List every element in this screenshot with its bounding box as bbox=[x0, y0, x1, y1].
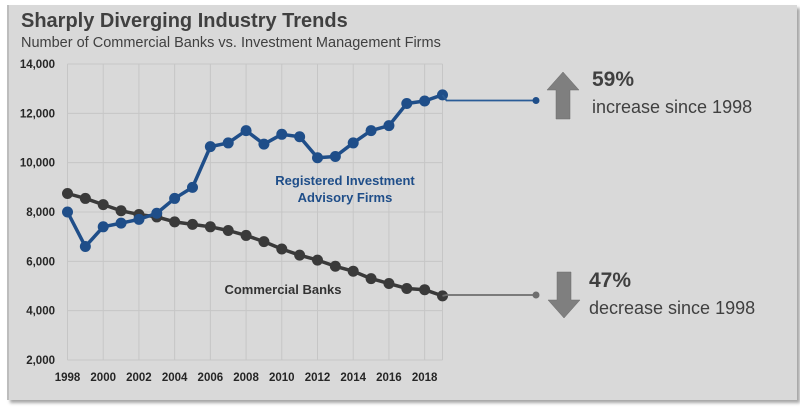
data-point bbox=[133, 213, 145, 225]
y-tick-label: 8,000 bbox=[26, 207, 55, 219]
data-point bbox=[294, 249, 306, 261]
x-tick-label: 2006 bbox=[198, 372, 224, 384]
x-tick-label: 2014 bbox=[340, 372, 366, 384]
data-point bbox=[79, 241, 91, 253]
data-point bbox=[401, 282, 413, 294]
data-point bbox=[222, 225, 234, 236]
y-axis-ticks: 2,000 4,000 6,000 8,000 10,000 12,000 14,000 bbox=[20, 59, 55, 367]
x-tick-label: 2010 bbox=[269, 372, 295, 384]
data-point bbox=[187, 218, 198, 230]
increase-percent: 59% bbox=[592, 68, 635, 91]
data-point bbox=[383, 120, 395, 132]
data-point bbox=[419, 95, 431, 107]
data-point bbox=[240, 125, 252, 137]
x-tick-label: 2012 bbox=[305, 372, 331, 384]
data-point bbox=[204, 141, 216, 153]
data-point bbox=[347, 137, 359, 149]
y-tick-label: 14,000 bbox=[20, 59, 55, 71]
series-line bbox=[65, 93, 444, 249]
data-point bbox=[258, 138, 270, 150]
data-point bbox=[169, 192, 181, 204]
x-tick-label: 2002 bbox=[126, 372, 152, 384]
data-point bbox=[276, 128, 288, 140]
data-point bbox=[294, 131, 306, 143]
series-labels: Registered Investment Advisory Firms Comme… bbox=[224, 173, 415, 297]
chart-title: Sharply Diverging Industry Trends bbox=[21, 10, 348, 32]
series-commercial-banks bbox=[62, 188, 540, 302]
data-point bbox=[62, 206, 73, 218]
increase-description: increase since 1998 bbox=[592, 97, 753, 117]
data-point bbox=[329, 151, 341, 162]
y-tick-label: 4,000 bbox=[26, 306, 55, 318]
data-point bbox=[419, 284, 431, 296]
y-tick-label: 12,000 bbox=[20, 108, 55, 120]
connector-end-dot bbox=[532, 291, 540, 299]
x-tick-label: 1998 bbox=[55, 372, 81, 384]
gridlines bbox=[67, 63, 443, 361]
data-point bbox=[365, 125, 377, 137]
x-tick-label: 2000 bbox=[90, 372, 116, 384]
x-tick-label: 2008 bbox=[233, 372, 259, 384]
data-point bbox=[151, 207, 163, 219]
data-point bbox=[258, 236, 270, 248]
y-tick-label: 6,000 bbox=[26, 256, 55, 268]
series-label-banks: Commercial Banks bbox=[224, 282, 341, 297]
data-point bbox=[276, 243, 288, 255]
y-tick-label: 10,000 bbox=[20, 158, 55, 170]
callout-connector bbox=[442, 294, 536, 297]
series-label-ria: Registered Investment bbox=[275, 173, 415, 188]
chart-subtitle: Number of Commercial Banks vs. Investmen… bbox=[21, 35, 441, 51]
data-point bbox=[115, 217, 127, 229]
data-point bbox=[169, 216, 181, 228]
series-layer bbox=[62, 89, 540, 302]
data-point bbox=[347, 265, 359, 277]
decrease-percent: 47% bbox=[589, 269, 632, 292]
data-point bbox=[312, 254, 323, 266]
x-tick-label: 2016 bbox=[376, 372, 402, 384]
data-point bbox=[329, 260, 341, 272]
data-point bbox=[240, 229, 252, 241]
x-axis-ticks: 1998 2000 2002 2004 2006 2008 2010 2012 2014 2016… bbox=[55, 372, 438, 384]
data-point bbox=[115, 205, 127, 217]
data-point bbox=[187, 181, 198, 193]
series-label-ria: Advisory Firms bbox=[298, 190, 393, 205]
data-point bbox=[222, 137, 234, 149]
series-line bbox=[67, 191, 444, 298]
decrease-description: decrease since 1998 bbox=[589, 298, 756, 318]
y-tick-label: 2,000 bbox=[26, 355, 55, 367]
data-point bbox=[62, 188, 73, 199]
arrow-up-icon bbox=[546, 71, 580, 120]
data-point bbox=[204, 221, 216, 233]
data-point bbox=[383, 278, 395, 290]
data-point bbox=[312, 152, 323, 164]
data-point bbox=[365, 273, 377, 285]
x-tick-label: 2018 bbox=[412, 372, 438, 384]
data-point bbox=[97, 199, 109, 211]
connector-end-dot bbox=[532, 97, 540, 104]
x-tick-label: 2004 bbox=[162, 372, 188, 384]
data-point bbox=[97, 221, 109, 233]
data-point bbox=[79, 192, 91, 204]
callout-connector bbox=[441, 94, 536, 102]
data-point bbox=[401, 97, 413, 109]
arrow-down-icon bbox=[547, 271, 581, 319]
series-registered-investment-advisory-firms bbox=[62, 89, 540, 253]
callout-arrows bbox=[546, 71, 581, 319]
